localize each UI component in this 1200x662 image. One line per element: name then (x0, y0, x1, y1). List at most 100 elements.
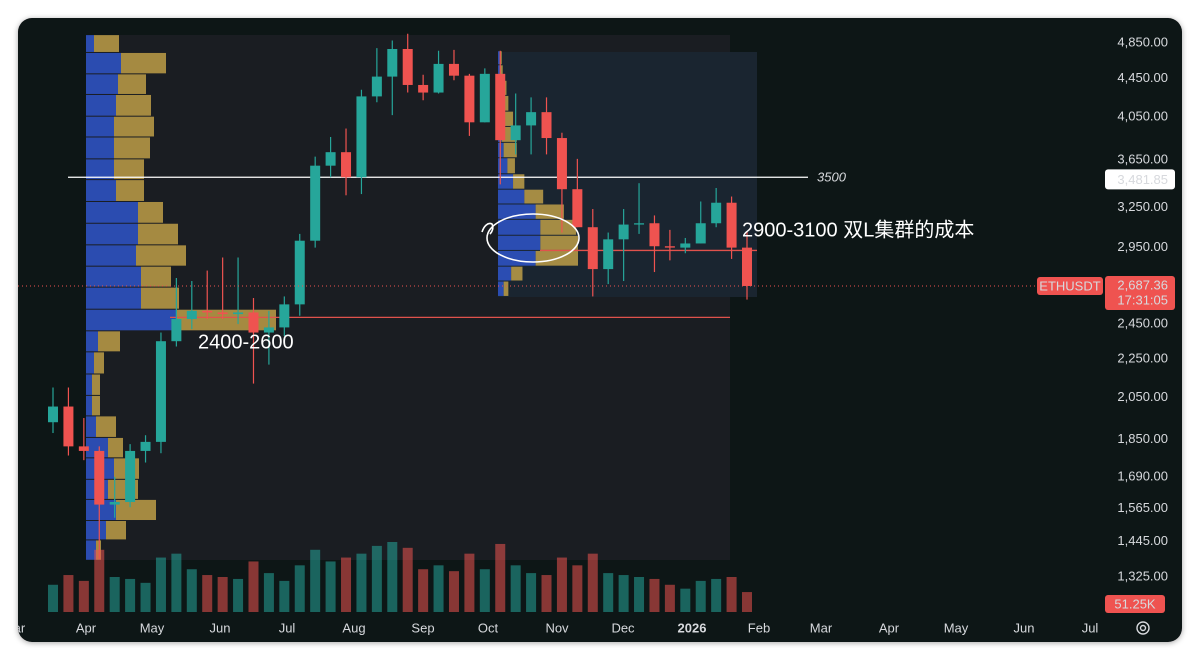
profile-sell (138, 201, 163, 223)
candle-body (140, 441, 151, 451)
candle-body (479, 73, 490, 123)
candle-body (94, 450, 105, 505)
candle-body (387, 49, 398, 77)
y-tick-label: 2,050.00 (1117, 389, 1168, 404)
profile-buy (498, 158, 508, 174)
volume-bar (48, 584, 58, 612)
volume-label: 51.25K (1114, 596, 1156, 611)
volume-bar (202, 575, 213, 612)
volume-bar (572, 565, 583, 612)
candle-body (587, 227, 598, 270)
volume-bar (387, 542, 398, 612)
volume-bar (94, 549, 105, 612)
candle-body (711, 202, 722, 224)
symbol-label: ETHUSDT (1039, 278, 1100, 293)
volume-bar (125, 578, 136, 612)
candle-body (294, 240, 305, 305)
profile-sell (94, 35, 119, 52)
profile-buy (86, 35, 94, 52)
candle-body (526, 112, 537, 126)
profile-buy (86, 416, 96, 437)
profile-buy (86, 74, 118, 94)
candle-body (418, 84, 429, 93)
candle-body (356, 96, 367, 178)
y-tick-label: 4,450.00 (1117, 70, 1168, 85)
candle-body (649, 223, 660, 247)
volume-bar (726, 577, 737, 612)
profile-sell (141, 266, 171, 287)
profile-sell (507, 158, 515, 174)
profile-sell (503, 281, 509, 296)
profile-buy (86, 331, 98, 352)
profile-sell (535, 204, 564, 219)
candle-body (63, 406, 74, 447)
x-tick-label: May (140, 620, 165, 635)
profile-sell (501, 111, 514, 126)
volume-bar (371, 545, 382, 612)
volume-bar (186, 569, 197, 612)
profile-sell (116, 180, 144, 201)
settings-icon[interactable] (1136, 621, 1150, 635)
x-tick-label: Dec (611, 620, 635, 635)
profile-buy (498, 235, 541, 250)
volume-bar (742, 592, 752, 612)
x-tick-label: Aug (342, 620, 365, 635)
candle-body (202, 310, 213, 313)
volume-bar (155, 557, 166, 612)
candle-body (186, 310, 197, 320)
annotation: 2900-3100 双L集群的成本 (742, 218, 974, 241)
y-tick-label: 4,050.00 (1117, 109, 1168, 124)
volume-bar (649, 578, 660, 612)
volume-bar (418, 569, 429, 612)
profile-sell (116, 499, 156, 521)
profile-sell (98, 331, 120, 352)
profile-sell (511, 266, 523, 281)
x-tick-label: 2026 (678, 620, 707, 635)
candle-body (495, 73, 506, 141)
volume-bar (140, 582, 151, 612)
volume-bar (680, 588, 691, 612)
y-tick-label: 1,850.00 (1117, 431, 1168, 446)
profile-sell (106, 521, 126, 540)
profile-sell (138, 223, 178, 245)
x-tick-label: Jul (1082, 620, 1099, 635)
candle-body (248, 312, 259, 333)
x-tick-label: Apr (879, 620, 900, 635)
candle-body (310, 165, 321, 241)
volume-bar (356, 553, 367, 612)
candle-body (695, 223, 706, 244)
candle-body (371, 76, 382, 97)
volume-bar (479, 569, 490, 612)
candle-body (680, 243, 691, 248)
profile-sell (136, 245, 186, 266)
profile-buy (86, 94, 116, 116)
candle-body (541, 112, 552, 139)
profile-buy (498, 281, 504, 296)
candle-body (48, 406, 58, 423)
candle-body (634, 223, 645, 225)
volume-bar (711, 578, 722, 612)
volume-bar (510, 565, 521, 612)
crosshair-label: 3,481.85 (1117, 172, 1168, 187)
profile-sell (114, 116, 154, 137)
candle-body (279, 304, 290, 328)
volume-box (1105, 595, 1165, 613)
x-tick-label: Jun (1014, 620, 1035, 635)
candle-body (341, 152, 352, 178)
profile-buy (86, 180, 116, 201)
profile-sell (540, 219, 577, 235)
price-label: 2,687.36 (1117, 277, 1168, 292)
profile-buy (86, 116, 114, 137)
y-tick-label: 3,250.00 (1117, 199, 1168, 214)
candle-body (510, 125, 521, 141)
profile-buy (498, 219, 541, 235)
y-tick-label: 3,650.00 (1117, 151, 1168, 166)
profile-buy (498, 266, 512, 281)
annotation: 2400-2600 (198, 331, 294, 353)
volume-bar (217, 577, 228, 612)
profile-sell (118, 74, 146, 94)
volume-bar (63, 575, 74, 612)
volume-bar (294, 565, 305, 612)
candle-body (572, 189, 583, 228)
